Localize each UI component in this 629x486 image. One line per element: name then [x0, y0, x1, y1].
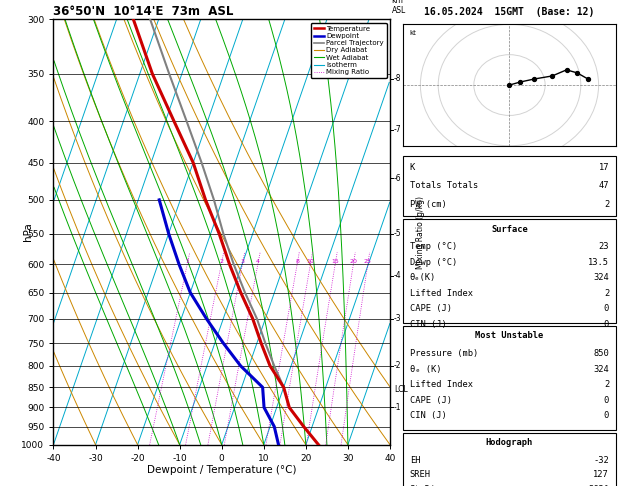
Text: -6: -6	[394, 174, 402, 183]
Text: 2: 2	[604, 380, 609, 389]
Text: 13.5: 13.5	[588, 258, 609, 267]
Point	[530, 75, 540, 83]
Text: θₑ (K): θₑ (K)	[410, 364, 442, 374]
Text: K: K	[410, 163, 415, 172]
Text: 15: 15	[331, 259, 339, 264]
Text: -8: -8	[394, 74, 401, 84]
Text: PW (cm): PW (cm)	[410, 200, 447, 209]
Text: Most Unstable: Most Unstable	[476, 331, 543, 341]
Text: 0: 0	[604, 320, 609, 329]
Text: 324: 324	[593, 273, 609, 282]
Text: -5: -5	[394, 229, 402, 238]
Text: EH: EH	[410, 456, 420, 465]
Point	[583, 75, 593, 83]
Text: Pressure (mb): Pressure (mb)	[410, 349, 478, 358]
Text: 4: 4	[256, 259, 260, 264]
Text: 10: 10	[306, 259, 314, 264]
Text: 2: 2	[604, 200, 609, 209]
Text: -2: -2	[394, 362, 401, 370]
Text: Hodograph: Hodograph	[486, 438, 533, 448]
Text: 127: 127	[593, 470, 609, 480]
Text: -4: -4	[394, 271, 402, 280]
Text: 0: 0	[604, 396, 609, 405]
Text: kt: kt	[409, 30, 416, 36]
Text: -1: -1	[394, 403, 401, 412]
Text: 2: 2	[604, 289, 609, 298]
Text: CAPE (J): CAPE (J)	[410, 304, 452, 313]
Point	[572, 69, 582, 77]
Legend: Temperature, Dewpoint, Parcel Trajectory, Dry Adiabat, Wet Adiabat, Isotherm, Mi: Temperature, Dewpoint, Parcel Trajectory…	[311, 23, 386, 78]
Text: Temp (°C): Temp (°C)	[410, 242, 457, 251]
Text: 324: 324	[593, 364, 609, 374]
Text: LCL: LCL	[394, 385, 408, 394]
Text: 8: 8	[295, 259, 299, 264]
Text: θₑ(K): θₑ(K)	[410, 273, 436, 282]
Text: 25: 25	[364, 259, 372, 264]
Point	[504, 81, 515, 89]
Text: -32: -32	[593, 456, 609, 465]
Text: Mixing Ratio (g/kg): Mixing Ratio (g/kg)	[416, 195, 425, 269]
Text: 850: 850	[593, 349, 609, 358]
Text: Surface: Surface	[491, 225, 528, 234]
Text: CIN (J): CIN (J)	[410, 411, 447, 420]
Text: -3: -3	[394, 314, 402, 323]
Text: SREH: SREH	[410, 470, 431, 480]
Text: Lifted Index: Lifted Index	[410, 289, 473, 298]
Text: 1: 1	[186, 259, 189, 264]
Text: Totals Totals: Totals Totals	[410, 181, 478, 191]
Text: 0: 0	[604, 304, 609, 313]
Text: 20: 20	[350, 259, 357, 264]
Text: 36°50'N  10°14'E  73m  ASL: 36°50'N 10°14'E 73m ASL	[53, 5, 234, 18]
Text: CIN (J): CIN (J)	[410, 320, 447, 329]
Point	[562, 66, 572, 74]
Text: 16.05.2024  15GMT  (Base: 12): 16.05.2024 15GMT (Base: 12)	[425, 7, 594, 17]
Text: 263°: 263°	[588, 485, 609, 486]
Text: Dewp (°C): Dewp (°C)	[410, 258, 457, 267]
Text: 23: 23	[599, 242, 609, 251]
X-axis label: Dewpoint / Temperature (°C): Dewpoint / Temperature (°C)	[147, 466, 296, 475]
Text: StmDir: StmDir	[410, 485, 442, 486]
Text: 2: 2	[220, 259, 223, 264]
Text: -7: -7	[394, 125, 402, 134]
Point	[547, 72, 557, 80]
Text: 3: 3	[240, 259, 244, 264]
Text: 47: 47	[599, 181, 609, 191]
Text: km
ASL: km ASL	[392, 0, 406, 15]
Text: CAPE (J): CAPE (J)	[410, 396, 452, 405]
Text: Lifted Index: Lifted Index	[410, 380, 473, 389]
Text: 0: 0	[604, 411, 609, 420]
Text: hPa: hPa	[23, 223, 33, 242]
Point	[515, 78, 525, 86]
Text: 17: 17	[599, 163, 609, 172]
